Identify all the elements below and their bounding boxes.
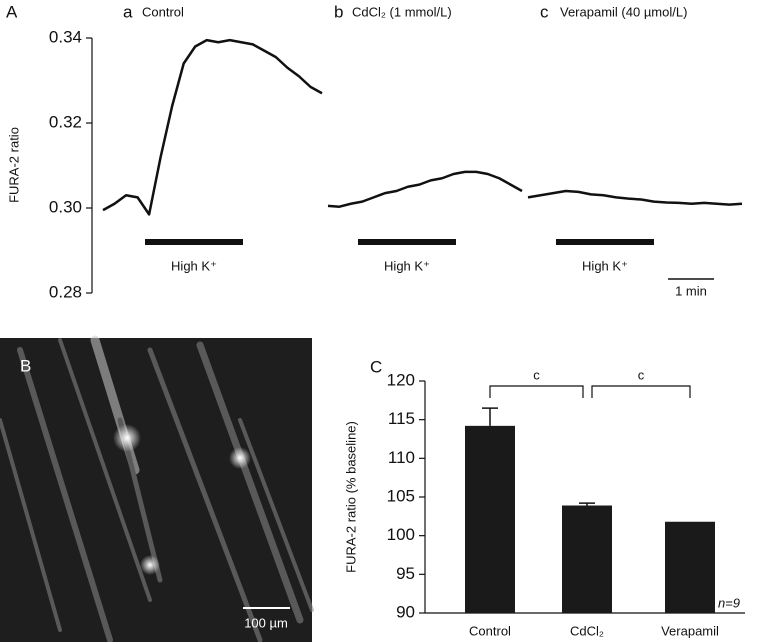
- significance-bracket: [489, 385, 584, 398]
- series-label: CdCl₂ (1 mmol/L): [352, 4, 452, 19]
- y-axis-label: FURA-2 ratio (% baseline): [343, 421, 358, 573]
- micrograph: [0, 335, 314, 642]
- bar: [465, 425, 515, 613]
- series-label: Verapamil (40 µmol/L): [560, 4, 687, 19]
- panel-letter: a: [123, 2, 133, 21]
- y-tick-label: 95: [396, 564, 415, 583]
- y-tick-label: 0.30: [49, 197, 82, 216]
- y-tick-label: 0.28: [49, 282, 82, 301]
- significance-label: c: [638, 367, 645, 382]
- trace: [327, 170, 523, 208]
- y-tick-label: 110: [388, 448, 415, 467]
- y-tick-label: 90: [396, 602, 415, 621]
- stimulus-label: High K⁺: [384, 258, 430, 273]
- stimulus-bar: [358, 239, 456, 245]
- panel-label: B: [20, 356, 31, 375]
- y-tick-label: 115: [388, 409, 415, 428]
- panel-label: C: [370, 357, 382, 376]
- y-tick-label: 120: [387, 370, 415, 389]
- trace: [527, 189, 743, 206]
- n-label: n=9: [718, 595, 740, 610]
- y-tick-label: 0.34: [49, 27, 82, 46]
- panel-letter: b: [334, 2, 343, 21]
- panel-label: A: [6, 2, 18, 21]
- series-label: Control: [142, 4, 184, 19]
- error-bar: [579, 502, 595, 506]
- error-bar: [482, 407, 498, 426]
- stimulus-bar: [145, 239, 243, 245]
- stimulus-label: High K⁺: [171, 258, 217, 273]
- trace: [102, 38, 323, 216]
- y-axis-label: FURA-2 ratio: [6, 127, 21, 203]
- stimulus-bar: [556, 239, 654, 245]
- x-tick-label: CdCl₂: [570, 623, 604, 638]
- x-tick-label: Control: [469, 623, 511, 638]
- y-tick-label: 100: [387, 525, 415, 544]
- bar: [562, 505, 612, 613]
- significance-bracket: [591, 385, 691, 398]
- stimulus-label: High K⁺: [582, 258, 628, 273]
- scale-bar-label: 1 min: [675, 283, 707, 298]
- x-tick-label: Verapamil: [661, 623, 719, 638]
- scale-bar-label: 100 µm: [244, 615, 288, 630]
- bar: [665, 521, 715, 613]
- y-tick-label: 0.32: [49, 112, 82, 131]
- panel-letter: c: [540, 2, 549, 21]
- significance-label: c: [533, 367, 540, 382]
- y-tick-label: 105: [387, 486, 415, 505]
